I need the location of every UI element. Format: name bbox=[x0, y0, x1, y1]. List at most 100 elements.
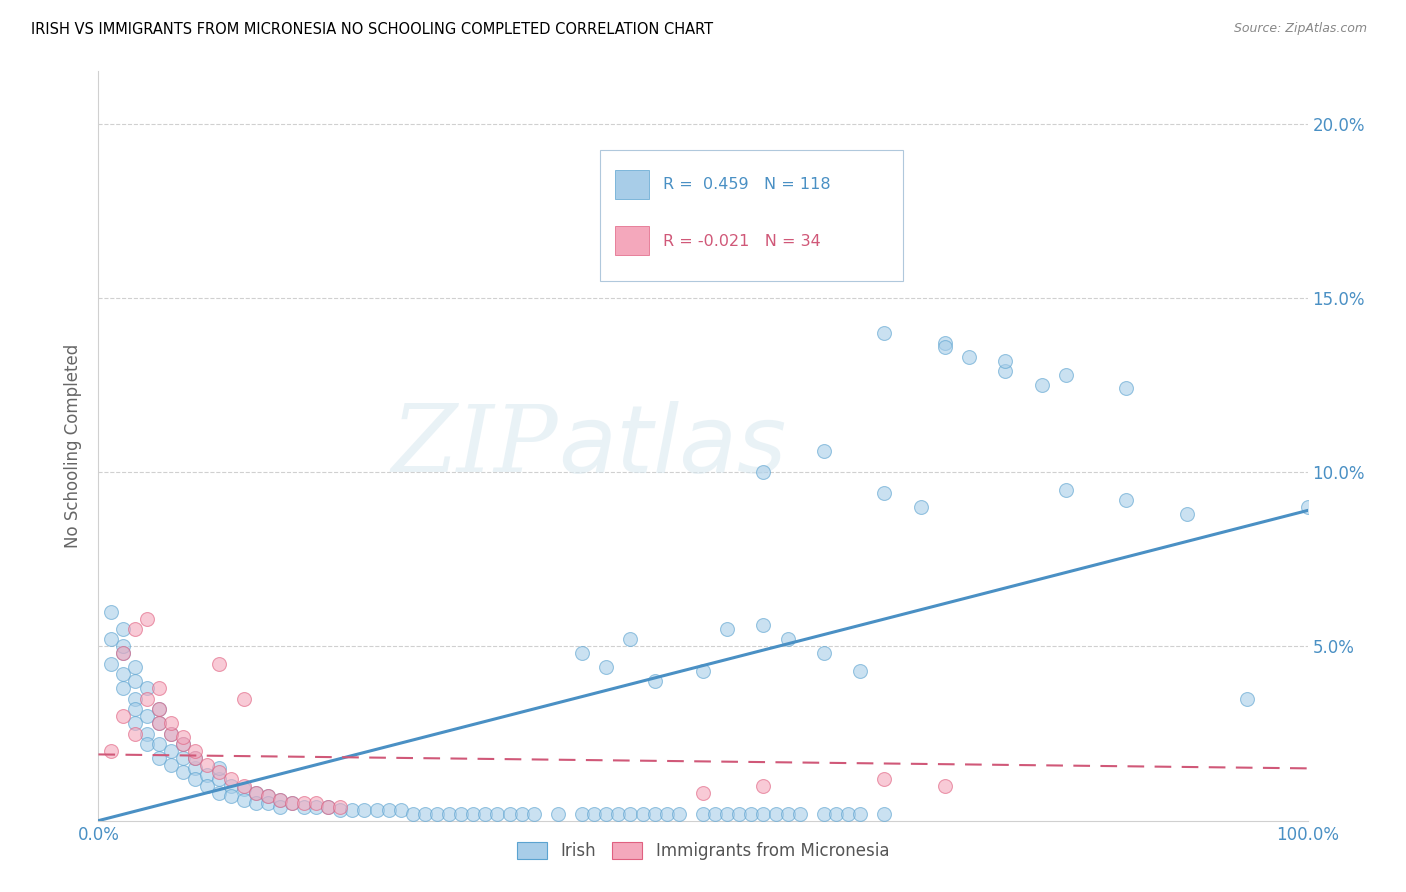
Point bbox=[486, 806, 509, 821]
Point bbox=[716, 806, 738, 821]
Point bbox=[1054, 483, 1077, 497]
Point bbox=[292, 799, 315, 814]
Point bbox=[498, 806, 520, 821]
Point bbox=[873, 772, 896, 786]
Point bbox=[837, 806, 859, 821]
Point bbox=[208, 764, 231, 779]
Point bbox=[135, 681, 157, 696]
Point bbox=[389, 803, 412, 817]
Point bbox=[510, 806, 533, 821]
Point bbox=[329, 803, 352, 817]
Point bbox=[353, 803, 375, 817]
Point bbox=[752, 618, 775, 632]
Point bbox=[994, 364, 1017, 378]
Point bbox=[245, 786, 267, 800]
Point bbox=[752, 465, 775, 479]
Point bbox=[849, 664, 872, 678]
Point bbox=[172, 737, 194, 751]
Point bbox=[728, 806, 751, 821]
Point bbox=[305, 796, 328, 810]
Point bbox=[583, 806, 606, 821]
Point bbox=[776, 806, 799, 821]
Point bbox=[342, 803, 364, 817]
Point bbox=[571, 806, 593, 821]
Point bbox=[281, 796, 304, 810]
Point bbox=[292, 796, 315, 810]
Point bbox=[595, 806, 617, 821]
Point bbox=[873, 806, 896, 821]
Point bbox=[184, 772, 207, 786]
Point bbox=[305, 799, 328, 814]
Point bbox=[692, 786, 714, 800]
Point bbox=[135, 726, 157, 740]
Point bbox=[221, 779, 243, 793]
Point bbox=[148, 681, 170, 696]
Point bbox=[184, 744, 207, 758]
Point bbox=[184, 751, 207, 765]
Point bbox=[221, 772, 243, 786]
Point bbox=[644, 806, 666, 821]
Point bbox=[232, 793, 254, 807]
Point bbox=[1296, 500, 1319, 514]
Point bbox=[245, 796, 267, 810]
Point bbox=[716, 622, 738, 636]
Point bbox=[208, 657, 231, 671]
Point bbox=[269, 793, 291, 807]
Point bbox=[994, 353, 1017, 368]
Point bbox=[281, 796, 304, 810]
Text: R = -0.021   N = 34: R = -0.021 N = 34 bbox=[664, 234, 821, 249]
Point bbox=[692, 664, 714, 678]
Point bbox=[849, 806, 872, 821]
Point bbox=[124, 691, 146, 706]
Point bbox=[111, 622, 134, 636]
Legend: Irish, Immigrants from Micronesia: Irish, Immigrants from Micronesia bbox=[509, 834, 897, 869]
Point bbox=[111, 646, 134, 660]
Point bbox=[172, 751, 194, 765]
Point bbox=[547, 806, 569, 821]
Point bbox=[789, 806, 811, 821]
Point bbox=[160, 744, 183, 758]
Point bbox=[813, 806, 835, 821]
Point bbox=[752, 806, 775, 821]
Point bbox=[1236, 691, 1258, 706]
Point bbox=[607, 806, 630, 821]
Point bbox=[160, 726, 183, 740]
Point bbox=[135, 611, 157, 625]
Point bbox=[160, 726, 183, 740]
Point bbox=[172, 764, 194, 779]
Point bbox=[195, 768, 218, 782]
Point bbox=[148, 751, 170, 765]
Point bbox=[124, 674, 146, 689]
Point bbox=[124, 726, 146, 740]
Point bbox=[124, 660, 146, 674]
Text: Source: ZipAtlas.com: Source: ZipAtlas.com bbox=[1233, 22, 1367, 36]
Point bbox=[111, 646, 134, 660]
Point bbox=[111, 640, 134, 654]
Point bbox=[316, 799, 339, 814]
Point bbox=[160, 757, 183, 772]
Point bbox=[450, 806, 472, 821]
Point bbox=[135, 737, 157, 751]
Point bbox=[148, 702, 170, 716]
Point bbox=[160, 716, 183, 731]
Text: atlas: atlas bbox=[558, 401, 786, 491]
Point bbox=[934, 779, 956, 793]
Point bbox=[172, 730, 194, 744]
Point bbox=[934, 336, 956, 351]
FancyBboxPatch shape bbox=[614, 227, 648, 255]
Point bbox=[148, 737, 170, 751]
Point bbox=[100, 632, 122, 647]
Point bbox=[316, 799, 339, 814]
Point bbox=[595, 660, 617, 674]
Point bbox=[873, 326, 896, 340]
Point bbox=[124, 622, 146, 636]
Point bbox=[752, 779, 775, 793]
Point bbox=[135, 709, 157, 723]
Point bbox=[437, 806, 460, 821]
Point bbox=[195, 757, 218, 772]
Point bbox=[413, 806, 436, 821]
Point bbox=[426, 806, 449, 821]
Point bbox=[148, 716, 170, 731]
Point bbox=[232, 779, 254, 793]
Point bbox=[184, 761, 207, 775]
